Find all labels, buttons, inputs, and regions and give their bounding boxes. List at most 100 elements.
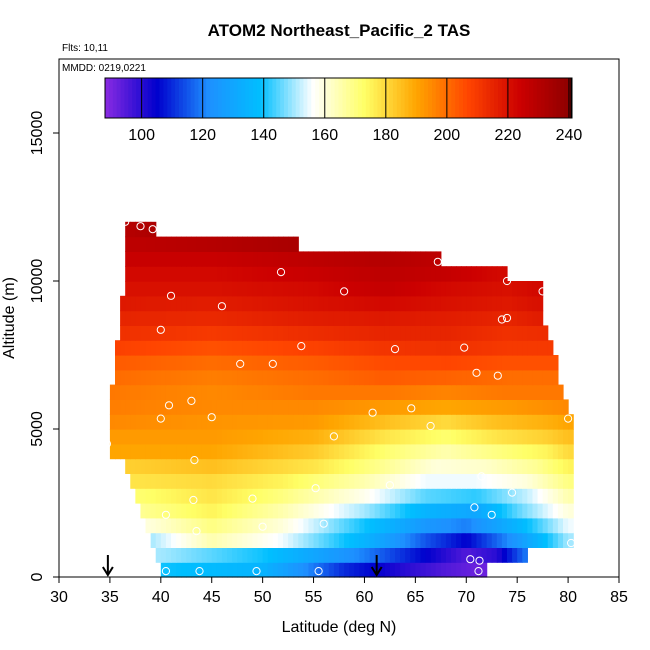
heatmap-cell [181,399,187,415]
heatmap-cell [542,369,549,386]
heatmap-cell [445,532,452,548]
heatmap-cell [527,295,534,312]
heatmap-cell [349,532,355,548]
heatmap-cell [389,384,396,400]
heatmap-cell [400,503,406,519]
colorbar-segment [210,78,215,118]
heatmap-cell [211,547,218,563]
heatmap-cell [277,325,284,341]
heatmap-cell [135,488,142,504]
heatmap-cell [339,295,345,312]
heatmap-cell [415,251,422,267]
heatmap-cell [186,414,192,430]
heatmap-cell [425,414,432,430]
heatmap-cell [272,473,279,489]
heatmap-cell [211,281,218,297]
heatmap-cell [512,458,518,474]
sample-point [166,291,176,300]
heatmap-cell [247,340,254,356]
heatmap-cell [176,503,182,519]
heatmap-cell [298,266,304,282]
heatmap-cell [232,532,238,548]
heatmap-cell [369,503,376,519]
heatmap-cell [150,488,157,504]
heatmap-cell [354,266,360,282]
heatmap-cell [135,266,142,282]
heatmap-cell [359,473,366,489]
heatmap-cell [410,384,416,400]
colorbar-segment [120,78,125,118]
heatmap-cell [216,236,223,252]
heatmap-cell [135,355,142,371]
heatmap-cell [160,325,167,341]
colorbar-segment [280,78,285,118]
heatmap-cell [344,310,350,326]
heatmap-cell [481,310,488,326]
heatmap-cell [415,458,422,474]
heatmap-cell [349,325,355,341]
heatmap-cell [517,295,523,312]
heatmap-cell [115,429,121,445]
heatmap-cell [369,325,376,341]
heatmap-cell [191,429,198,445]
heatmap-cell [542,503,549,519]
heatmap-cell [364,443,371,460]
heatmap-cell [283,517,289,534]
heatmap-cell [277,414,284,430]
heatmap-cell [481,517,488,534]
heatmap-cell [466,281,472,297]
heatmap-cell [333,429,340,445]
colorbar-segment [544,78,550,118]
heatmap-cell [405,562,411,578]
heatmap-cell [476,458,483,474]
heatmap-cell [420,369,427,386]
colorbar-segment [420,78,425,118]
heatmap-cell [242,251,248,267]
heatmap-cell [410,503,416,519]
heatmap-cell [288,473,294,489]
heatmap-cell [120,384,126,400]
heatmap-cell [206,325,213,341]
heatmap-cell [384,399,391,415]
heatmap-cell [242,517,248,534]
heatmap-cell [486,310,493,326]
heatmap-cell [384,340,391,356]
heatmap-cell [466,340,472,356]
heatmap-cell [323,429,330,445]
heatmap-cell [303,340,310,356]
heatmap-cell [318,266,325,282]
flight-arrow [102,555,114,577]
heatmap-cell [471,443,478,460]
heatmap-cell [354,399,360,415]
heatmap-cell [364,458,371,474]
heatmap-cell [140,251,147,267]
heatmap-cell [344,547,350,563]
heatmap-cell [395,473,401,489]
sample-point [460,343,469,352]
heatmap-cell [440,384,447,400]
colorbar-segment [182,78,188,118]
heatmap-cell [237,236,243,252]
heatmap-cell [481,443,488,460]
colorbar: 100 120 140 160 180 200 220 240 [104,77,582,144]
heatmap-cell [374,503,381,519]
heatmap-cell [267,310,274,326]
heatmap-cell [216,532,223,548]
heatmap-cell [333,295,340,312]
heatmap-cell [298,251,304,267]
heatmap-cell [323,281,330,297]
heatmap-cell [461,325,467,341]
heatmap-cell [115,443,121,460]
colorbar-segment [529,78,534,118]
heatmap-cell [374,281,381,297]
heatmap-cell [568,443,574,460]
heatmap-cell [481,547,488,563]
heatmap-cell [359,325,366,341]
x-axis: 30 35 40 45 50 55 60 65 70 75 80 85 [50,577,628,606]
heatmap-cell [242,369,248,386]
heatmap-cell [547,369,554,386]
heatmap-cell [308,562,315,578]
heatmap-cell [440,281,447,297]
heatmap-cell [140,295,147,312]
heatmap-cell [267,458,274,474]
